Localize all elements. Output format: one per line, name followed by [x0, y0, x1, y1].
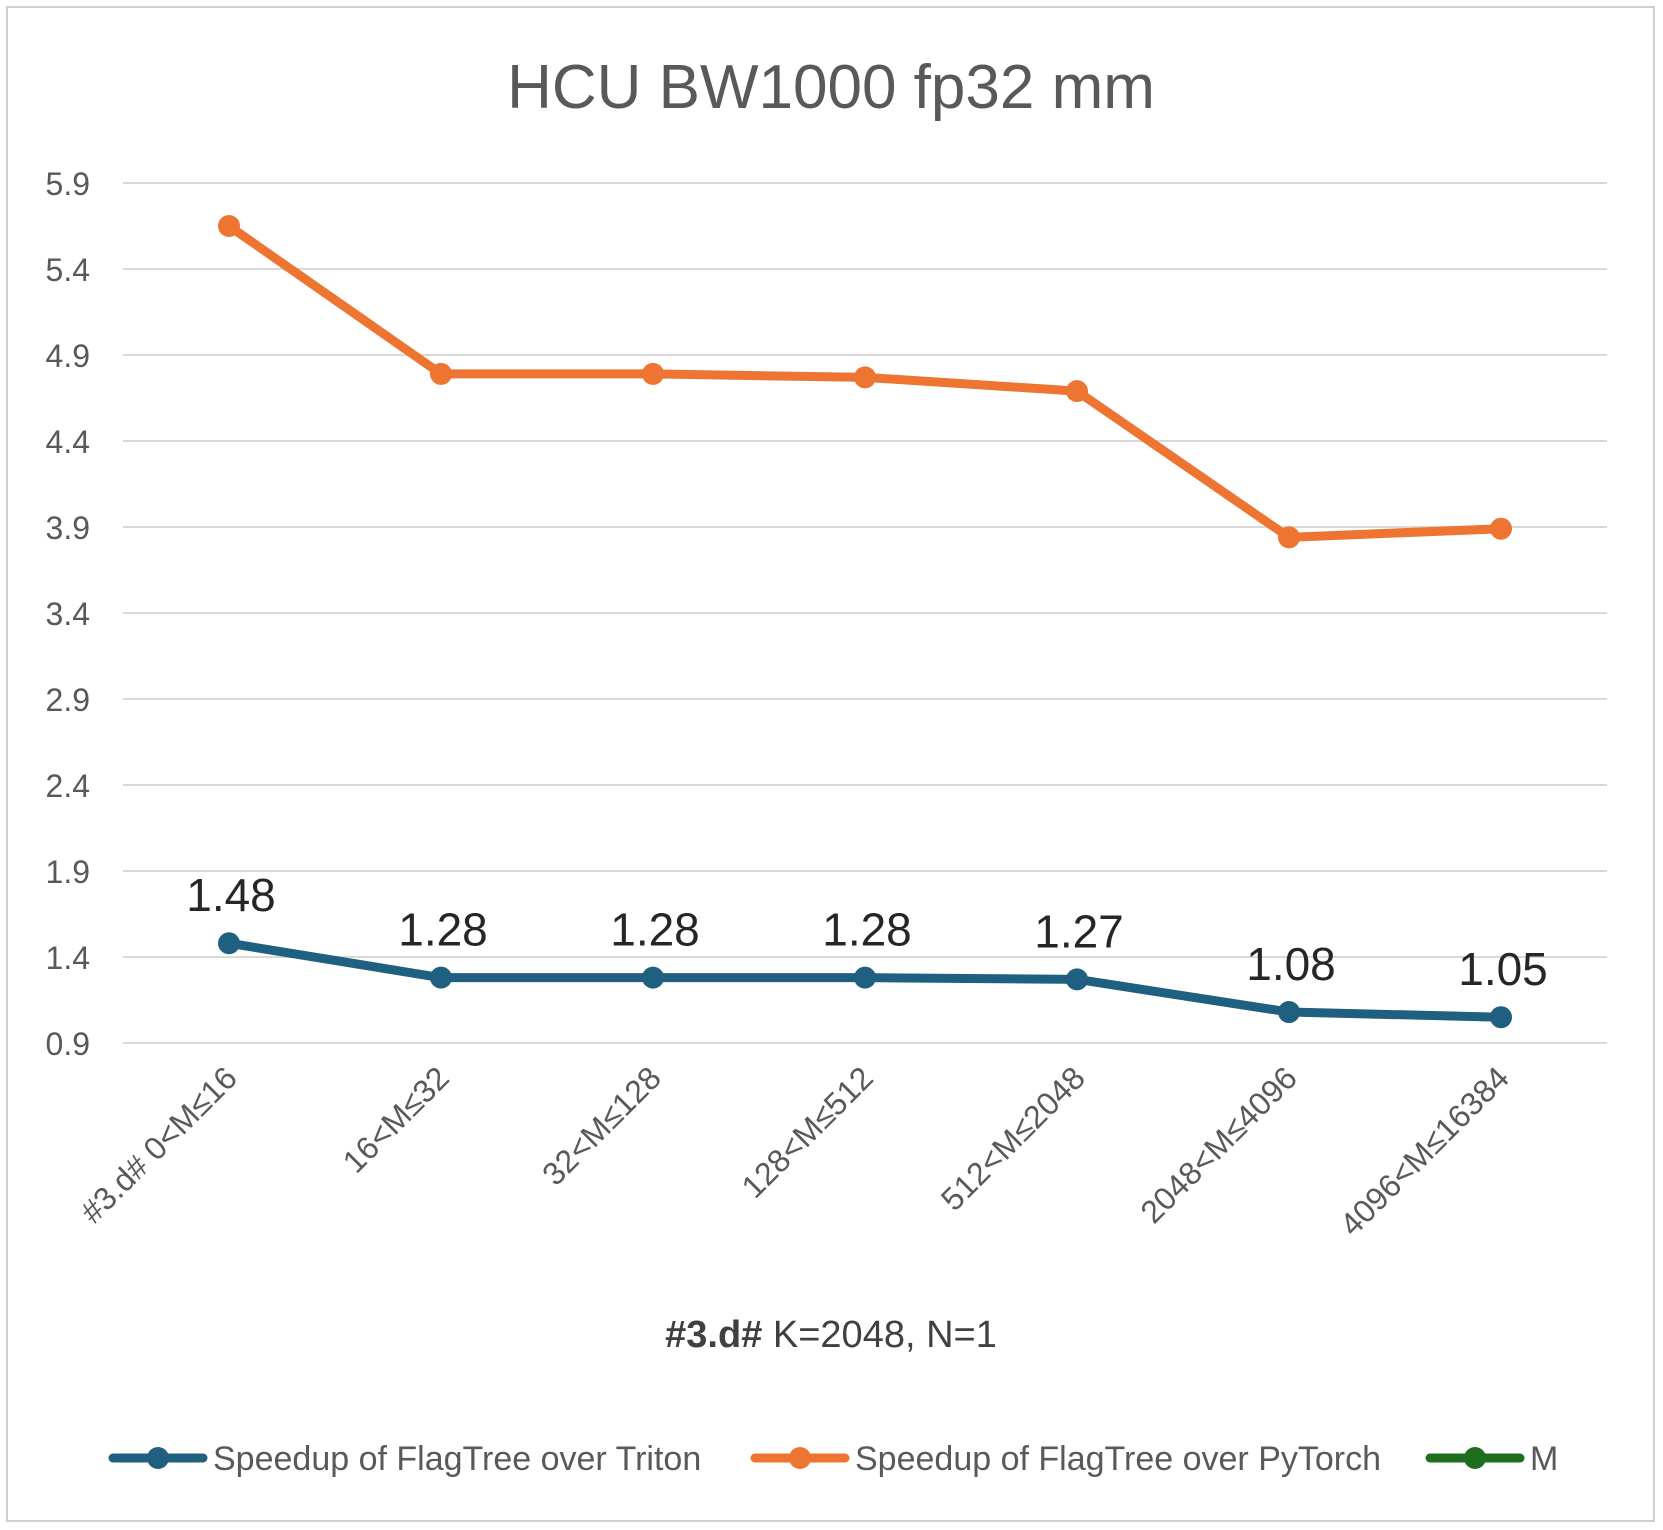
- y-tick-label: 3.4: [46, 596, 90, 632]
- x-tick-label: 16<M≤32: [336, 1059, 456, 1179]
- data-point: [854, 966, 876, 989]
- data-labels: 1.48 1.28 1.28 1.28 1.27 1.08 1.05: [186, 869, 1548, 995]
- y-tick-label: 3.9: [46, 510, 90, 546]
- legend-label: Speedup of FlagTree over PyTorch: [855, 1440, 1381, 1478]
- gridlines: [123, 182, 1607, 1044]
- legend-swatch-marker: [1464, 1447, 1486, 1469]
- data-label: 1.28: [610, 904, 700, 956]
- data-label: 1.08: [1246, 938, 1336, 990]
- chart-title: HCU BW1000 fp32 mm: [507, 53, 1155, 122]
- y-tick-label: 4.4: [46, 424, 90, 460]
- y-tick-label: 1.9: [46, 854, 90, 890]
- y-axis-ticks: 5.9 5.4 4.9 4.4 3.9 3.4 2.9 2.4 1.9 1.4 0.9: [46, 166, 90, 1062]
- x-axis-label: #3.d# K=2048, N=1: [665, 1314, 997, 1356]
- data-point: [1066, 968, 1088, 991]
- x-tick-label: #3.d# 0<M≤16: [73, 1059, 244, 1230]
- x-axis-label-bold: #3.d#: [665, 1314, 762, 1356]
- data-label: 1.05: [1458, 943, 1548, 995]
- data-label: 1.48: [186, 869, 276, 921]
- data-point: [854, 366, 876, 389]
- legend-swatch-marker: [147, 1447, 169, 1469]
- legend: Speedup of FlagTree over Triton Speedup o…: [108, 1440, 1558, 1478]
- data-point: [1066, 380, 1088, 403]
- legend-label: Speedup of FlagTree over Triton: [213, 1440, 701, 1478]
- x-tick-label: 512<M≤2048: [934, 1059, 1092, 1217]
- x-tick-label: 128<M≤512: [735, 1059, 880, 1204]
- y-tick-label: 2.4: [46, 768, 90, 804]
- data-point: [1278, 526, 1300, 549]
- y-tick-label: 2.9: [46, 682, 90, 718]
- y-tick-label: 0.9: [46, 1026, 90, 1062]
- x-tick-label: 2048<M≤4096: [1133, 1059, 1304, 1230]
- x-axis-ticks: #3.d# 0<M≤16 16<M≤32 32<M≤128 128<M≤512 512<…: [73, 1059, 1516, 1242]
- data-point: [218, 932, 240, 955]
- data-point: [1490, 1006, 1512, 1029]
- x-tick-label: 4096<M≤16384: [1333, 1059, 1516, 1242]
- x-tick-label: 32<M≤128: [535, 1059, 668, 1192]
- data-point: [1490, 517, 1512, 540]
- series-group: [218, 215, 1512, 1029]
- y-tick-label: 1.4: [46, 940, 90, 976]
- data-point: [430, 966, 452, 989]
- y-tick-label: 5.4: [46, 252, 90, 288]
- data-point: [218, 215, 240, 237]
- data-point: [642, 362, 664, 385]
- legend-label: M: [1530, 1440, 1558, 1478]
- data-label: 1.28: [398, 904, 488, 956]
- data-label: 1.27: [1034, 905, 1124, 957]
- data-point: [430, 362, 452, 385]
- data-label: 1.28: [822, 904, 912, 956]
- y-tick-label: 5.9: [46, 166, 90, 202]
- data-point: [1278, 1001, 1300, 1024]
- legend-swatch-marker: [789, 1447, 811, 1469]
- data-point: [642, 966, 664, 989]
- x-axis-label-rest: K=2048, N=1: [762, 1314, 997, 1356]
- y-tick-label: 4.9: [46, 338, 90, 374]
